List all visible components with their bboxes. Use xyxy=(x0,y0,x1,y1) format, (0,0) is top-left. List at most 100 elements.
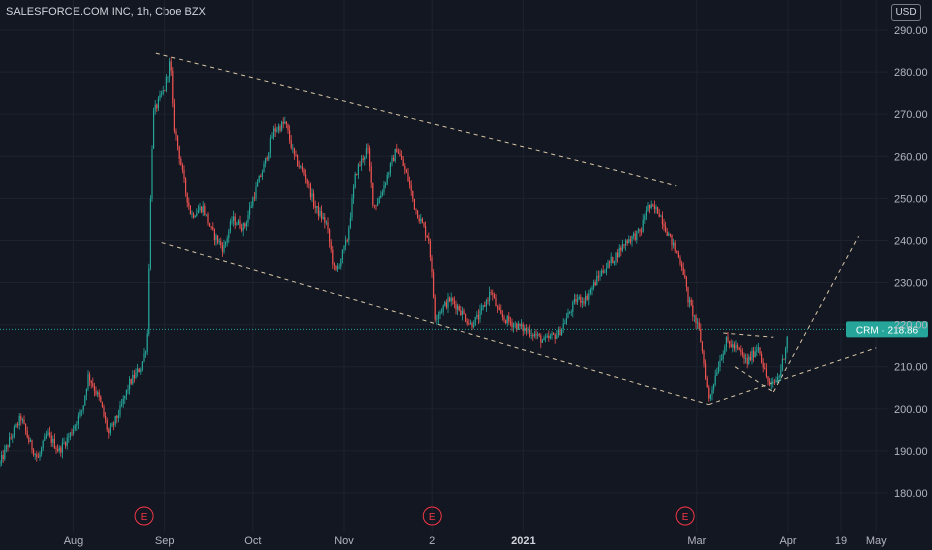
earnings-marker[interactable] xyxy=(134,506,154,526)
candle-body xyxy=(453,300,455,305)
candle-body xyxy=(221,245,223,252)
candle-body xyxy=(397,152,399,154)
trendline xyxy=(723,332,774,338)
candle-body xyxy=(183,169,185,179)
candle-body xyxy=(657,206,659,214)
candle-body xyxy=(546,335,548,338)
candle-body xyxy=(783,358,785,360)
candle-body xyxy=(47,432,49,435)
candle-body xyxy=(359,164,361,166)
candle-body xyxy=(497,306,499,308)
candle-body xyxy=(266,157,268,160)
candle-body xyxy=(468,323,470,325)
candle-body xyxy=(745,358,747,359)
earnings-marker[interactable] xyxy=(675,506,695,526)
candle-body xyxy=(508,316,510,322)
candle-body xyxy=(780,369,782,377)
candle-body xyxy=(759,347,761,354)
candle-body xyxy=(172,70,174,104)
candle-body xyxy=(386,174,388,184)
candle-body xyxy=(357,164,359,175)
candle-body xyxy=(177,135,179,147)
price-badge xyxy=(846,321,928,338)
candle-body xyxy=(28,437,30,442)
candle-body xyxy=(601,270,603,276)
candle-body xyxy=(65,442,67,446)
candle-body xyxy=(533,334,535,337)
candle-body xyxy=(713,384,715,390)
candle-body xyxy=(98,392,100,397)
grid xyxy=(0,0,888,532)
candle-body xyxy=(626,240,628,243)
y-tick-label: 240.00 xyxy=(894,235,928,247)
candle-body xyxy=(209,223,211,227)
candle-body xyxy=(185,178,187,193)
candle-body xyxy=(516,323,518,330)
candle-body xyxy=(279,126,281,131)
candle-body xyxy=(241,228,243,231)
candle-body xyxy=(189,206,191,215)
candle-body xyxy=(378,198,380,203)
candle-body xyxy=(178,146,180,159)
candle-body xyxy=(463,310,465,315)
candle-body xyxy=(356,174,358,175)
candle-body xyxy=(175,131,177,136)
candle-body xyxy=(501,313,503,318)
currency-button[interactable]: USD xyxy=(891,4,921,21)
earnings-marker[interactable] xyxy=(422,506,442,526)
candle-body xyxy=(181,165,183,170)
candle-body xyxy=(125,389,127,397)
candle-body xyxy=(474,316,476,326)
candle-body xyxy=(570,311,572,313)
candle-body xyxy=(284,121,286,124)
candle-body xyxy=(405,169,407,173)
candle-body xyxy=(50,435,52,443)
candle-body xyxy=(186,192,188,203)
candle-body xyxy=(442,305,444,312)
candle-body xyxy=(205,214,207,216)
candle-body xyxy=(367,148,369,150)
candle-body xyxy=(92,383,94,387)
candle-body xyxy=(473,325,475,328)
candle-body xyxy=(285,121,287,125)
candle-body xyxy=(327,222,329,230)
chart-title: SALESFORCE.COM INC, 1h, Cboe BZX xyxy=(6,6,206,18)
candle-body xyxy=(585,295,587,304)
candle-body xyxy=(618,247,620,258)
candle-body xyxy=(393,157,395,162)
x-tick-label: 19 xyxy=(835,535,847,547)
candle-body xyxy=(524,327,526,332)
candle-body xyxy=(621,244,623,251)
candle-body xyxy=(605,268,607,273)
candle-body xyxy=(753,350,755,358)
candle-body xyxy=(159,94,161,99)
candle-body xyxy=(757,347,759,351)
candle-body xyxy=(543,337,545,341)
x-tick-label: Sep xyxy=(155,535,175,547)
candle-body xyxy=(15,424,17,428)
candle-body xyxy=(313,193,315,207)
candle-body xyxy=(132,374,134,384)
candle-body xyxy=(127,389,129,391)
candle-body xyxy=(332,249,334,264)
candle-body xyxy=(361,158,363,166)
candle-body xyxy=(722,353,724,359)
candle-body xyxy=(44,436,46,441)
candle-body xyxy=(589,289,591,294)
candle-body xyxy=(255,186,257,199)
candle-body xyxy=(199,206,201,211)
candle-body xyxy=(777,376,779,381)
candle-body xyxy=(268,152,270,160)
candle-body xyxy=(737,345,739,348)
candle-body xyxy=(34,454,36,456)
x-tick-label: May xyxy=(866,535,887,547)
trendline xyxy=(708,347,877,406)
candle-body xyxy=(748,356,750,364)
candle-body xyxy=(410,184,412,191)
candle-body xyxy=(109,426,111,434)
candle-body xyxy=(76,424,78,426)
candle-body xyxy=(85,389,87,396)
candle-body xyxy=(754,351,756,358)
candle-body xyxy=(73,429,75,434)
